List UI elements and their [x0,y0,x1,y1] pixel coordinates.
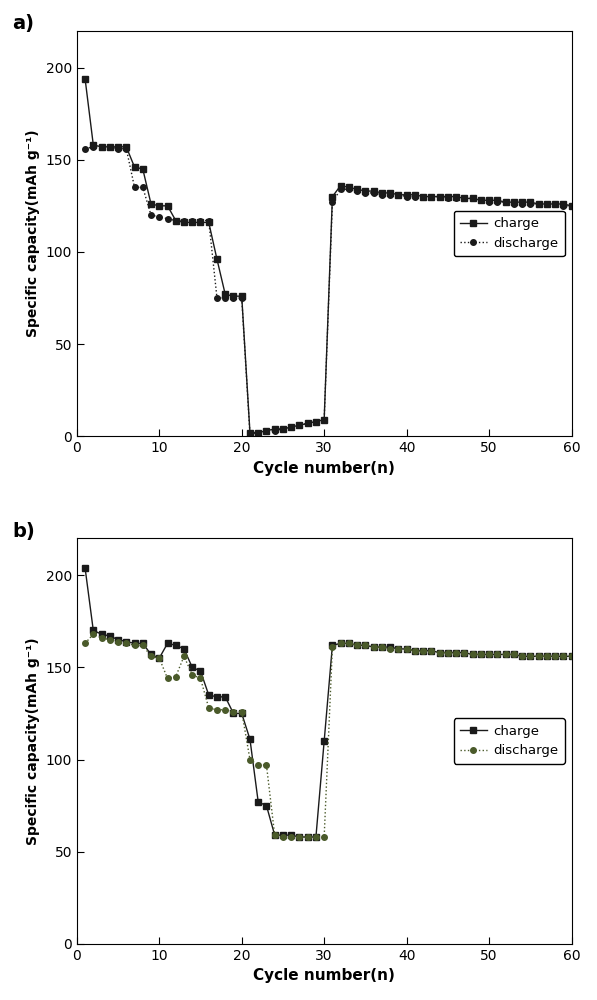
Text: b): b) [13,522,35,541]
Text: a): a) [13,14,35,33]
discharge [213,704,220,716]
charge [395,189,402,201]
charge [395,643,402,655]
charge [81,562,88,574]
discharge [81,637,88,649]
charge [568,650,575,662]
charge [221,691,229,703]
charge [247,733,254,745]
charge [247,427,254,439]
charge [238,707,245,719]
charge [221,288,229,300]
discharge [247,754,254,766]
discharge [230,706,237,718]
X-axis label: Cycle number(n): Cycle number(n) [253,461,395,476]
discharge [172,671,179,683]
charge [81,73,88,85]
charge [205,216,213,228]
discharge [90,628,97,640]
discharge [403,643,410,655]
charge [164,637,171,649]
charge [205,689,213,701]
Line: charge: charge [82,76,574,435]
charge [238,290,245,302]
discharge [403,191,410,203]
Line: charge: charge [82,565,574,840]
discharge [255,427,262,439]
discharge [263,425,270,437]
Line: discharge: discharge [82,144,574,437]
Y-axis label: Specific capacity(mAh g⁻¹): Specific capacity(mAh g⁻¹) [26,130,40,337]
charge [296,831,303,843]
Legend: charge, discharge: charge, discharge [454,718,565,764]
discharge [213,292,220,304]
charge [164,200,171,212]
charge [568,200,575,212]
X-axis label: Cycle number(n): Cycle number(n) [253,968,395,983]
discharge [90,141,97,153]
Y-axis label: Specific capacity(mAh g⁻¹): Specific capacity(mAh g⁻¹) [26,637,40,845]
discharge [172,215,179,227]
discharge [81,143,88,155]
discharge [255,759,262,771]
discharge [247,428,254,440]
discharge [568,200,575,212]
Line: discharge: discharge [82,631,574,840]
discharge [279,831,287,843]
charge [255,427,262,439]
discharge [230,292,237,304]
Legend: charge, discharge: charge, discharge [454,211,565,256]
discharge [568,650,575,662]
